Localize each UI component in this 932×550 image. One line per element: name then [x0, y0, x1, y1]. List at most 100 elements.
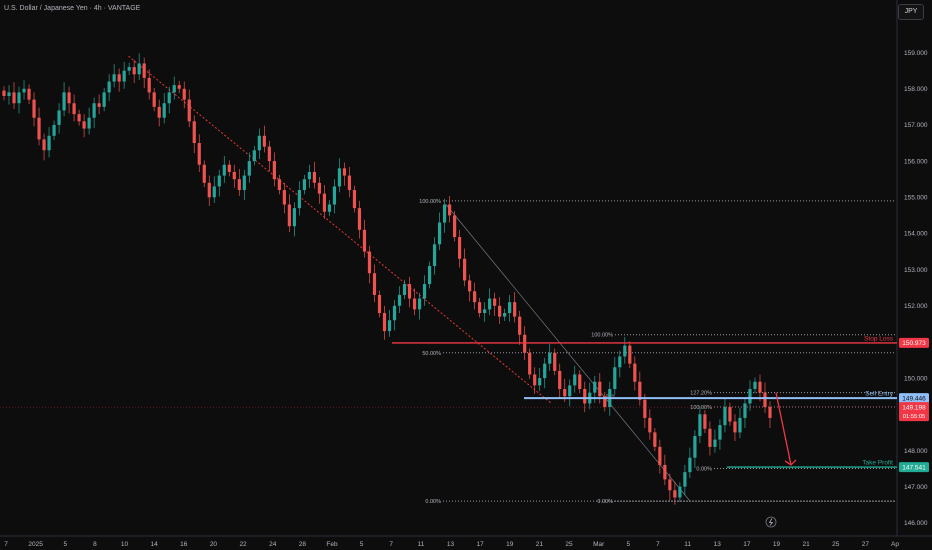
candle [322, 184, 327, 219]
candle [407, 276, 412, 308]
candle-body [222, 164, 226, 176]
candle-body [142, 63, 146, 78]
y-tick-label: 155.000 [904, 195, 928, 202]
candle [182, 81, 186, 109]
candle [688, 447, 692, 478]
candle [648, 409, 652, 440]
candle [427, 261, 432, 289]
candle-body [27, 88, 31, 100]
candle-body [703, 414, 707, 429]
candle-body [67, 92, 71, 104]
candle-body [357, 208, 362, 230]
candle [397, 286, 402, 314]
candle-body [167, 92, 171, 104]
candle-body [197, 143, 201, 165]
candle-body [397, 294, 402, 306]
candle-body [402, 284, 407, 295]
candle-body [267, 146, 271, 162]
candle-body [292, 208, 296, 227]
candle [733, 414, 737, 442]
candle [47, 127, 51, 158]
y-tick-label: 152.000 [904, 303, 928, 310]
y-tick-label: 154.000 [904, 231, 928, 238]
downtrend-line [128, 55, 552, 404]
candle [638, 371, 642, 406]
candle [147, 69, 151, 100]
candle [222, 156, 226, 183]
candle-body [618, 356, 622, 368]
candle [708, 421, 712, 456]
candle-body [187, 99, 191, 122]
candle [327, 200, 332, 217]
candle [603, 391, 607, 412]
candle [553, 348, 557, 376]
candle [367, 245, 372, 284]
candle-body [493, 298, 497, 306]
candle-body [172, 85, 176, 93]
currency-button[interactable]: JPY [898, 4, 924, 20]
candle [177, 80, 181, 94]
candle [112, 64, 116, 88]
x-tick-label: 21 [802, 541, 810, 548]
candle [758, 374, 762, 402]
candle-body [192, 121, 196, 144]
candle-body [553, 352, 557, 371]
x-tick-label: 27 [862, 541, 870, 548]
x-tick-label: 11 [417, 541, 424, 548]
candle-body [613, 367, 617, 389]
candle-body [312, 171, 317, 183]
x-tick-label: 13 [447, 541, 455, 548]
candle-body [432, 244, 437, 266]
x-tick-label: 19 [773, 541, 781, 548]
candle-body [407, 284, 412, 299]
candle [498, 297, 502, 324]
candle [743, 397, 747, 429]
candle-body [548, 352, 552, 364]
candle [533, 367, 537, 395]
candle-body [688, 457, 692, 473]
candle-body [758, 381, 762, 393]
candle [457, 229, 462, 268]
candle-body [543, 363, 547, 379]
candle [97, 94, 101, 115]
candle-body [508, 302, 512, 314]
level-price-tag: 150.973 [899, 337, 929, 348]
x-tick-label: 16 [180, 541, 188, 548]
y-tick-label: 159.000 [904, 50, 928, 57]
candle-body [653, 432, 657, 447]
candle [267, 140, 271, 172]
candle-body [252, 150, 256, 162]
candle-body [47, 135, 51, 151]
candle [297, 181, 301, 216]
candle [167, 86, 171, 114]
candle-body [317, 182, 322, 194]
candle [287, 194, 291, 232]
candle [392, 299, 397, 331]
candle [578, 370, 582, 394]
candle-body [302, 179, 306, 191]
candle [452, 211, 457, 242]
candle [543, 357, 547, 389]
candle-body [693, 435, 697, 458]
x-tick-label: 14 [151, 541, 159, 548]
candle [37, 107, 41, 146]
candle-body [17, 92, 21, 104]
current-price-tag: 149.198 01:55:05 [899, 402, 929, 422]
candle-body [132, 67, 136, 75]
candle [528, 348, 532, 379]
candle [227, 160, 231, 177]
x-tick-label: 5 [63, 541, 67, 548]
candle [12, 82, 16, 110]
y-tick-label: 148.000 [904, 448, 928, 455]
candle [713, 429, 717, 453]
candle-body [643, 399, 647, 418]
projection-arrow [775, 392, 792, 466]
lightning-icon-bolt [768, 518, 774, 526]
candle-body [282, 190, 286, 205]
x-tick-label: 7 [4, 541, 8, 548]
candle-body [147, 77, 151, 93]
candle [703, 409, 707, 434]
candle-body [122, 70, 126, 82]
candle-body [362, 229, 367, 252]
